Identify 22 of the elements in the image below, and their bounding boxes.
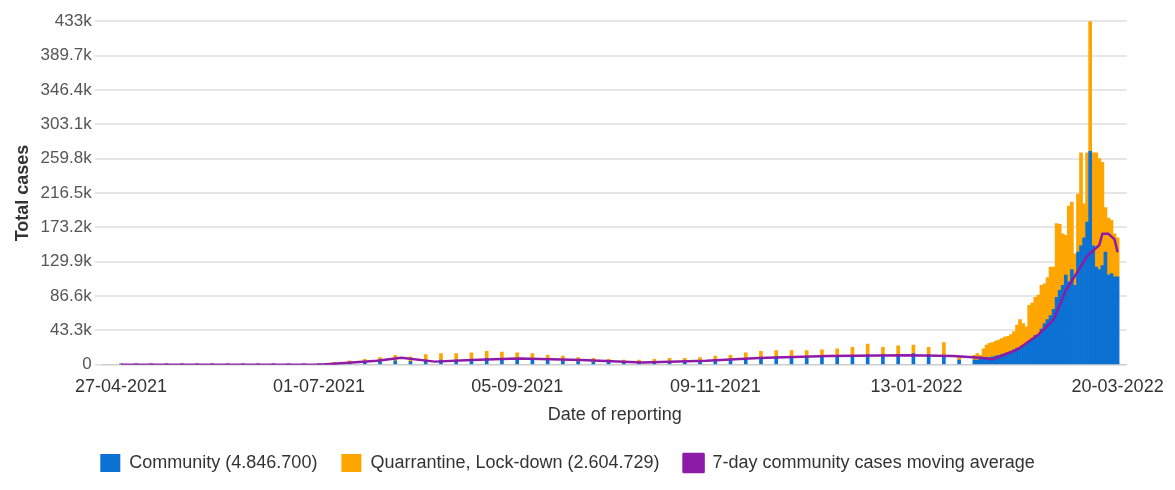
legend-label: Community (4.846.700) bbox=[129, 451, 318, 472]
x-tick-label: 27-04-2021 bbox=[74, 375, 167, 396]
y-tick-label: 0 bbox=[82, 354, 92, 374]
y-tick-label: 303.1k bbox=[40, 113, 93, 133]
y-tick-label: 86.6k bbox=[50, 285, 93, 305]
y-tick-label: 259.8k bbox=[40, 148, 93, 168]
x-tick-label: 09-11-2021 bbox=[669, 375, 761, 396]
x-tick-label: 05-09-2021 bbox=[471, 375, 564, 396]
x-tick-label: 01-07-2021 bbox=[273, 375, 366, 396]
x-tick-label: 13-01-2022 bbox=[870, 375, 963, 396]
y-tick-label: 43.3k bbox=[50, 320, 93, 340]
y-tick-label: 173.2k bbox=[40, 217, 93, 237]
legend-label: 7-day community cases moving average bbox=[712, 451, 1035, 472]
x-tick-label: 20-03-2022 bbox=[1071, 375, 1164, 396]
y-tick-label: 129.9k bbox=[40, 251, 93, 271]
y-tick-label: 216.5k bbox=[40, 182, 93, 202]
y-axis-title: Total cases bbox=[11, 144, 32, 242]
x-axis-title: Date of reporting bbox=[547, 404, 682, 425]
legend-label: Quarrantine, Lock-down (2.604.729) bbox=[370, 451, 660, 472]
y-tick-label: 389.7k bbox=[40, 45, 93, 65]
y-tick-label: 346.4k bbox=[40, 79, 93, 99]
y-tick-label: 433k bbox=[54, 10, 93, 30]
